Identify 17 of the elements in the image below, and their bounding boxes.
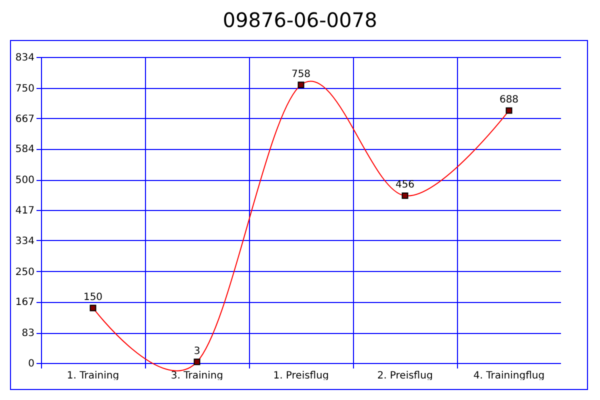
y-tick-label: 667: [15, 114, 34, 125]
data-label: 758: [291, 68, 311, 80]
data-label: 3: [194, 346, 200, 357]
y-tick-label: 83: [22, 328, 34, 340]
y-tick-label: 500: [15, 175, 34, 186]
y-tick-label: 167: [15, 297, 34, 308]
y-tick-label: 834: [15, 52, 34, 64]
y-tick-label: 584: [15, 144, 34, 156]
data-label: 688: [499, 94, 519, 106]
chart-title: 09876-06-0078: [222, 8, 378, 32]
y-tick-label: 417: [15, 206, 34, 216]
data-label: 150: [83, 292, 103, 303]
data-label: 456: [395, 180, 415, 191]
y-tick-label: 250: [15, 266, 34, 278]
y-tick-label: 750: [15, 83, 34, 94]
y-tick-label: 334: [15, 236, 34, 247]
y-tick-label: 0: [28, 358, 34, 370]
